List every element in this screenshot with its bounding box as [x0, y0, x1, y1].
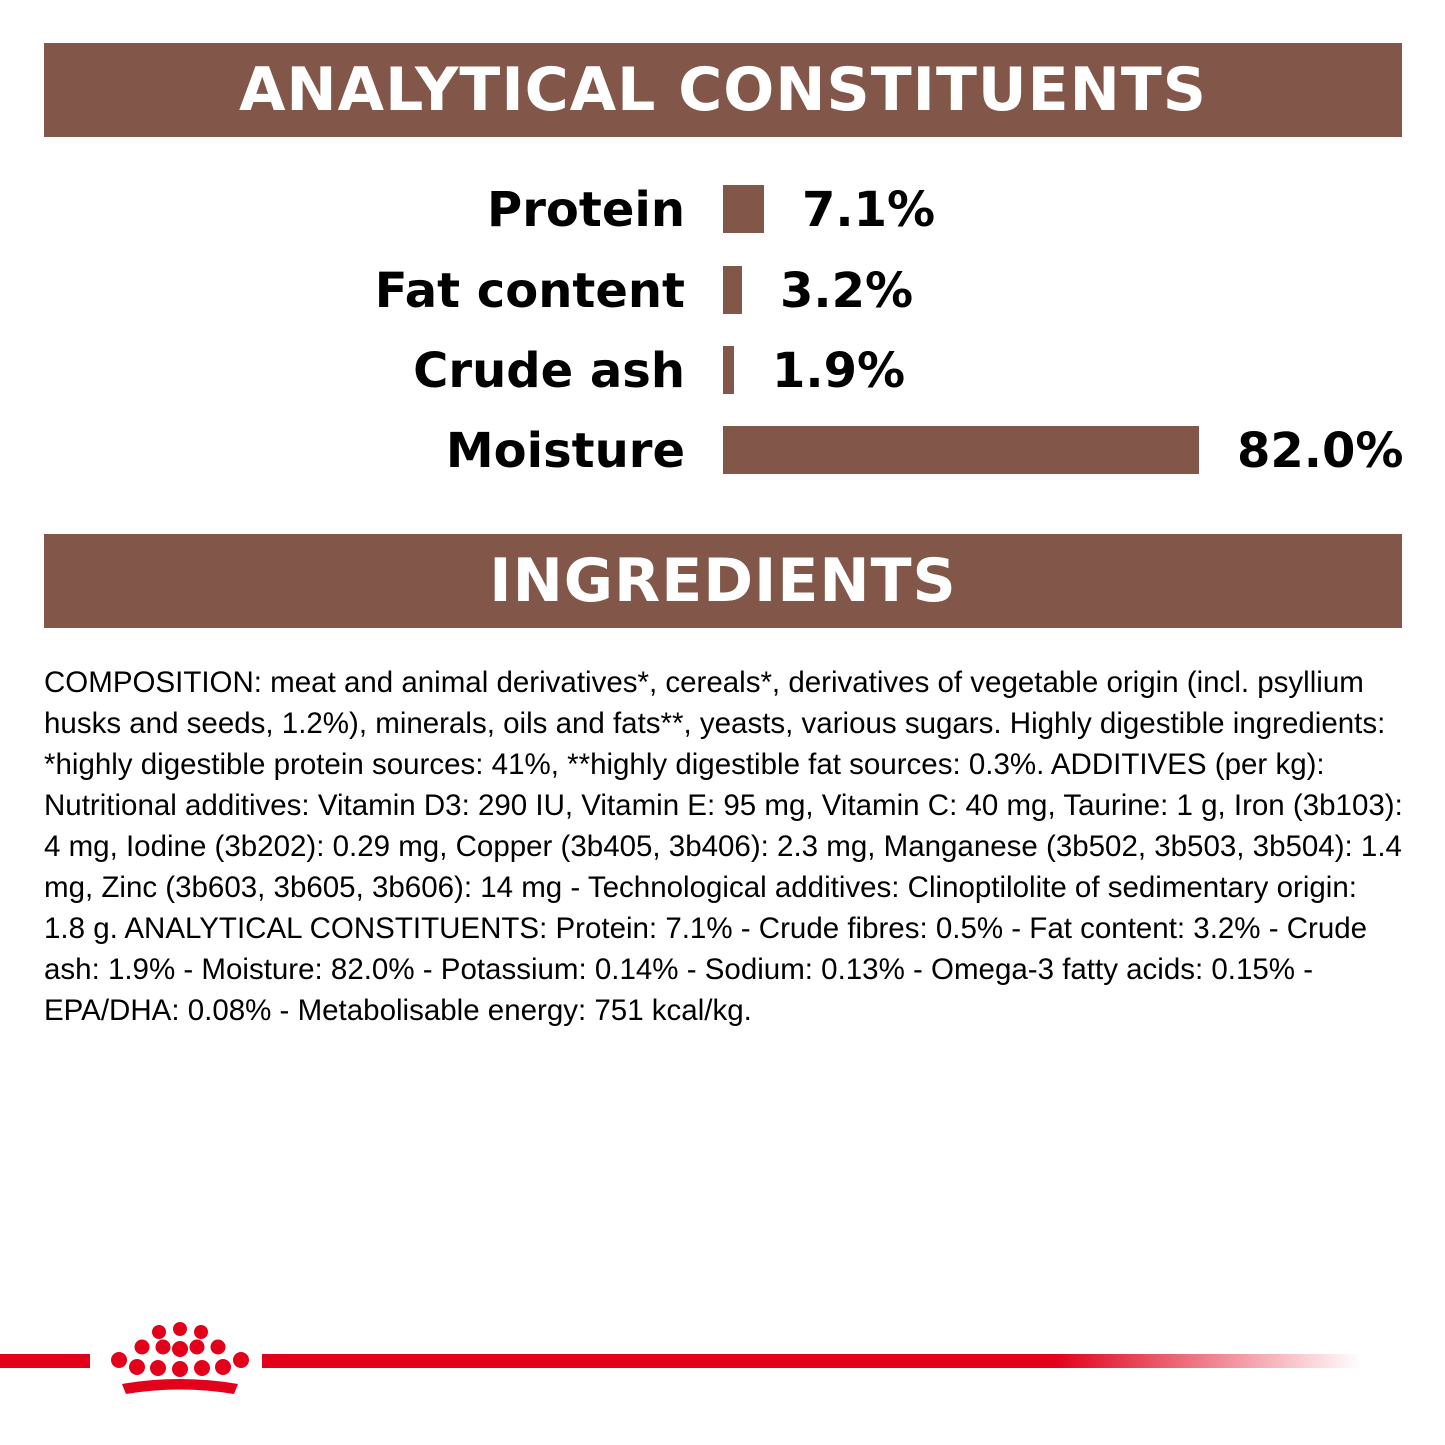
constituent-label: Protein [487, 182, 685, 238]
composition-text: COMPOSITION: meat and animal derivatives… [44, 666, 1403, 1027]
analytical-constituents-title: ANALYTICAL CONSTITUENTS [239, 55, 1207, 125]
ingredients-title: INGREDIENTS [489, 546, 957, 616]
constituent-label: Fat content [374, 263, 685, 319]
constituent-row-moisture: Moisture 82.0% [0, 421, 1445, 481]
constituent-row-crude-ash: Crude ash 1.9% [0, 341, 1445, 401]
constituent-bar [723, 346, 734, 394]
ingredients-header: INGREDIENTS [44, 534, 1402, 628]
footer-red-line-right [262, 1354, 1362, 1368]
constituent-label: Moisture [445, 423, 685, 479]
constituent-bar [723, 266, 742, 314]
constituent-value: 82.0% [1237, 423, 1404, 479]
constituent-value: 3.2% [780, 263, 914, 319]
constituent-label: Crude ash [413, 343, 685, 399]
analytical-constituents-header: ANALYTICAL CONSTITUENTS [44, 43, 1402, 137]
constituent-bar [723, 426, 1199, 474]
crown-icon [111, 1322, 249, 1394]
constituent-value: 1.9% [772, 343, 906, 399]
constituent-row-protein: Protein 7.1% [0, 180, 1445, 240]
constituent-row-fat-content: Fat content 3.2% [0, 261, 1445, 321]
constituent-value: 7.1% [802, 182, 936, 238]
constituent-bar [723, 185, 764, 233]
footer-red-line-left [0, 1354, 90, 1368]
